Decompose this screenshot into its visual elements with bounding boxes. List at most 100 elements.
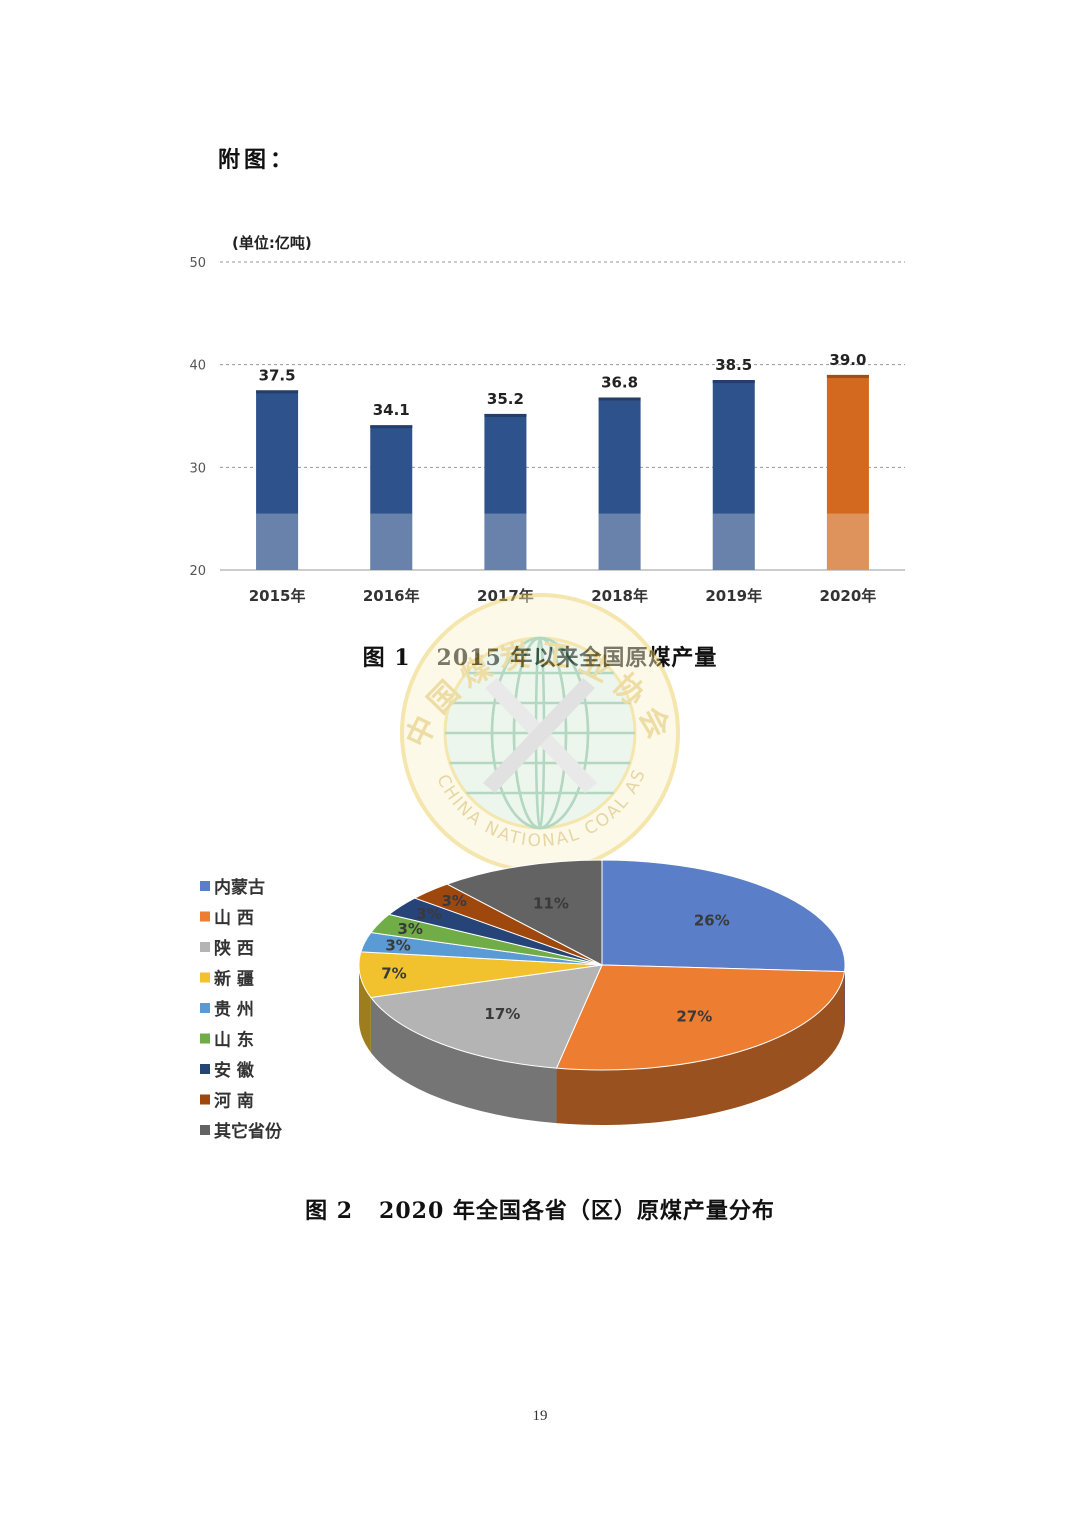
legend-item: 陕 西 bbox=[200, 938, 254, 959]
bar-lower-band bbox=[370, 513, 413, 570]
pie-slice-side bbox=[370, 997, 557, 1124]
legend-label: 安 徽 bbox=[214, 1060, 255, 1081]
seal-pickaxe bbox=[485, 678, 597, 793]
legend-swatch bbox=[200, 1125, 210, 1135]
bar-cap bbox=[598, 397, 641, 401]
figure-2-caption-number: 图 2 bbox=[305, 1198, 354, 1224]
bar-cap bbox=[712, 380, 755, 384]
bar bbox=[370, 425, 413, 570]
legend-swatch bbox=[200, 1094, 210, 1105]
legend-label: 其它省份 bbox=[214, 1121, 283, 1142]
pie-slice bbox=[555, 964, 846, 1071]
x-tick-label: 2016年 bbox=[363, 587, 420, 605]
legend-swatch bbox=[200, 1003, 210, 1013]
bar-body bbox=[598, 397, 641, 570]
y-tick-label: 50 bbox=[189, 256, 206, 271]
bar-value-label: 37.5 bbox=[259, 366, 296, 384]
bar-cap bbox=[484, 413, 527, 417]
pie-percent-label: 26% bbox=[694, 911, 730, 929]
figure-1-caption: 图 1 2015 年以来全国原煤产量 bbox=[0, 640, 1080, 672]
bar bbox=[598, 397, 641, 570]
bar-cap bbox=[826, 374, 869, 378]
seal-meridian bbox=[490, 636, 590, 830]
seal-hammer bbox=[483, 678, 595, 793]
bar-value-label: 36.8 bbox=[601, 374, 638, 392]
pie-slice bbox=[369, 964, 603, 1069]
pie-percent-label: 3% bbox=[416, 905, 441, 923]
bar-lower-band bbox=[256, 513, 299, 570]
bar-lower-band bbox=[826, 513, 869, 570]
pie-slice-side bbox=[359, 965, 371, 1053]
y-tick-label: 20 bbox=[189, 564, 206, 579]
legend-swatch bbox=[200, 1033, 210, 1044]
bar-lower-band bbox=[598, 513, 641, 570]
seal-meridian bbox=[512, 636, 568, 830]
pie-percent-label: 27% bbox=[676, 1007, 712, 1025]
pie-slice bbox=[601, 859, 846, 973]
page-number: 19 bbox=[532, 1408, 548, 1424]
bar-body bbox=[256, 390, 299, 570]
legend-label: 贵 州 bbox=[214, 999, 254, 1020]
legend-label: 陕 西 bbox=[214, 938, 254, 959]
pie-sides bbox=[359, 965, 845, 1125]
bar bbox=[256, 390, 299, 570]
legend-item: 其它省份 bbox=[200, 1121, 283, 1142]
x-tick-label: 2020年 bbox=[820, 587, 877, 605]
x-tick-label: 2019年 bbox=[705, 587, 762, 605]
pie-percent-label: 17% bbox=[484, 1005, 520, 1023]
legend-item: 山 东 bbox=[200, 1030, 254, 1051]
bar bbox=[826, 374, 869, 570]
seal-outer-ring bbox=[400, 593, 680, 873]
legend-label: 山 东 bbox=[214, 1030, 254, 1051]
bar-lower-band bbox=[712, 513, 755, 570]
pie-slice bbox=[445, 859, 603, 966]
legend-item: 安 徽 bbox=[200, 1060, 255, 1081]
pie-percent-label: 3% bbox=[441, 892, 466, 910]
legend-swatch bbox=[200, 881, 210, 891]
pie-slice-side bbox=[556, 971, 845, 1125]
bar-body bbox=[712, 380, 755, 570]
seal-meridian bbox=[490, 636, 590, 830]
bar-value-label: 35.2 bbox=[487, 390, 524, 408]
pie-percent-label: 3% bbox=[397, 920, 422, 938]
pie-percent-label: 7% bbox=[381, 964, 406, 982]
figure-1-caption-number: 图 1 bbox=[362, 645, 411, 671]
legend-swatch bbox=[200, 972, 210, 983]
pie-slice bbox=[358, 951, 603, 998]
bar-body bbox=[370, 425, 413, 570]
legend-label: 新 疆 bbox=[214, 969, 254, 990]
x-tick-label: 2015年 bbox=[249, 587, 306, 605]
seal-meridian bbox=[534, 636, 546, 830]
x-tick-label: 2018年 bbox=[591, 587, 648, 605]
bar-cap bbox=[370, 425, 413, 429]
bar bbox=[484, 413, 527, 570]
legend-label: 山 西 bbox=[214, 909, 254, 929]
legend-item: 山 西 bbox=[200, 909, 254, 929]
bar-chart: (单位:亿吨) 20 30 40 50 37.5 2015年 34.1 2016年 35.2 201… bbox=[189, 234, 905, 605]
legend-swatch bbox=[200, 942, 210, 952]
bar-body bbox=[826, 374, 869, 570]
legend-item: 内蒙古 bbox=[200, 877, 265, 898]
bar-value-label: 38.5 bbox=[715, 356, 752, 374]
figure-1-caption-text: 2015 年以来全国原煤产量 bbox=[437, 645, 718, 671]
legend-swatch bbox=[200, 911, 210, 922]
bar bbox=[712, 380, 755, 570]
bar-cap bbox=[256, 390, 299, 394]
x-tick-label: 2017年 bbox=[477, 587, 534, 605]
bar-body bbox=[484, 413, 527, 570]
unit-label: (单位:亿吨) bbox=[232, 234, 312, 252]
appendix-heading: 附图： bbox=[218, 148, 297, 173]
pie-percent-label: 11% bbox=[533, 895, 569, 913]
legend-label: 河 南 bbox=[214, 1091, 254, 1112]
legend-label: 内蒙古 bbox=[214, 877, 265, 898]
seal-globe bbox=[443, 636, 637, 830]
legend-item: 河 南 bbox=[200, 1091, 254, 1112]
pie-percent-label: 3% bbox=[385, 936, 410, 954]
legend-item: 贵 州 bbox=[200, 999, 254, 1020]
seal-meridian bbox=[512, 636, 568, 830]
figure-2-caption: 图 2 2020 年全国各省（区）原煤产量分布 bbox=[0, 1193, 1080, 1225]
bar-value-label: 34.1 bbox=[373, 401, 410, 419]
y-tick-label: 40 bbox=[189, 359, 206, 374]
